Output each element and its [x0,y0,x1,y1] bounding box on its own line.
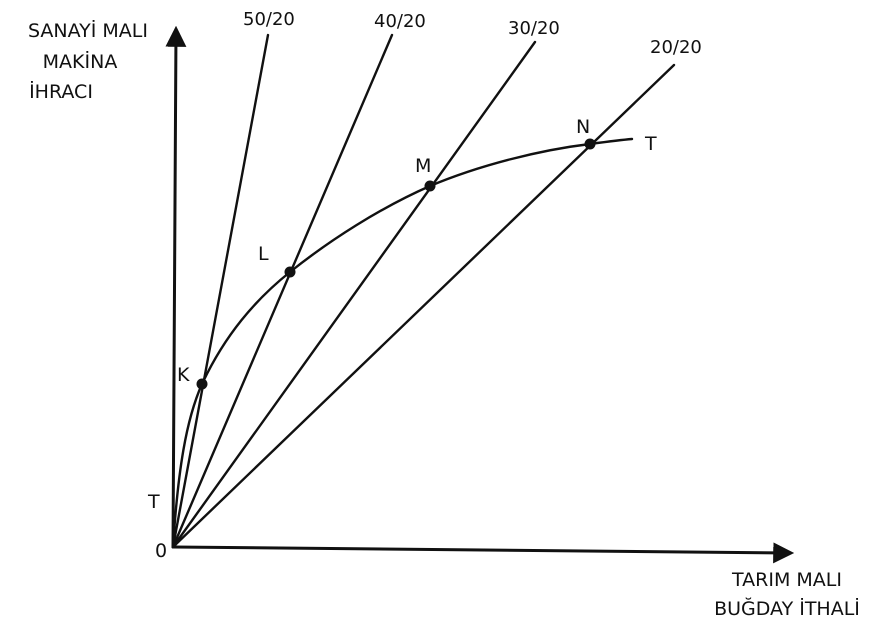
ray-label-50-20: 50/20 [243,9,295,30]
point-label-n: N [576,116,590,138]
ray-50-20 [171,33,270,549]
curve-end-label: T [644,133,657,155]
x-axis-label-line-2: BUĞDAY İTHALİ [714,596,860,620]
y-axis-label-line-2: MAKİNA [43,50,118,73]
point-label-m: M [415,155,431,177]
ray-label-30-20: 30/20 [508,18,560,39]
point-k [196,378,208,390]
point-label-l: L [258,243,269,265]
x-axis [171,542,795,564]
y-axis-label-line-3: İHRACI [29,80,93,103]
point-m [424,180,436,192]
ray-40-20 [171,33,394,549]
point-l [284,266,296,278]
offer-curve [171,137,634,549]
ray-label-40-20: 40/20 [374,11,426,32]
point-label-k: K [177,364,190,386]
origin-label: 0 [155,540,167,562]
y-axis [165,25,187,549]
curve-start-label: T [147,491,160,513]
ray-30-20 [171,40,537,549]
point-n [584,138,596,150]
ray-label-20-20: 20/20 [650,37,702,58]
x-axis-label-line-1: TARIM MALI [731,569,842,591]
y-axis-label-line-1: SANAYİ MALI [28,19,148,42]
